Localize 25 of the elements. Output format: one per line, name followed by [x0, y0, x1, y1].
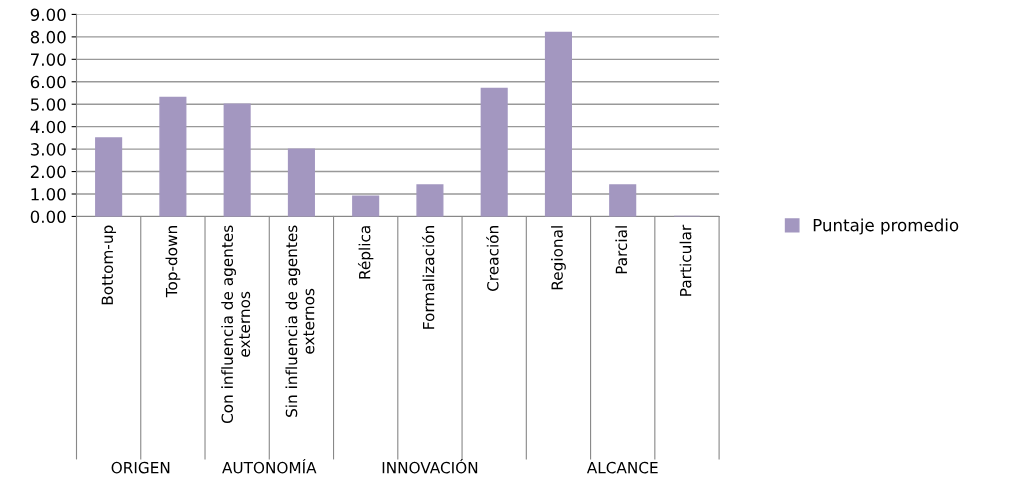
y-tick-label: 5.00: [30, 98, 66, 111]
x-tick-label: Sin influencia de agentes externos: [285, 225, 315, 417]
x-tick-label: Con influencia de agentes externos: [221, 225, 251, 424]
text: AUTONOMÍA: [222, 459, 317, 474]
x-tick-label: Particular: [679, 224, 692, 296]
y-tick-label: 6.00: [30, 75, 66, 89]
text: INNOVACIÓN: [382, 459, 478, 474]
x-tick-label: Top-down: [165, 226, 181, 298]
x-tick-label: Réplica: [357, 226, 374, 279]
y-tick-label: 8.00: [30, 30, 66, 44]
x-tick-label: Regional: [551, 226, 566, 290]
x-tick-label: Formalización: [421, 226, 435, 329]
text: ORIGEN: [111, 461, 170, 474]
y-tick-label: 3.00: [30, 143, 66, 156]
y-tick-label: 7.00: [31, 53, 66, 66]
text: ALCANCE: [586, 461, 658, 474]
y-tick-label: 2.00: [30, 165, 66, 179]
x-tick-label: Creación: [486, 226, 499, 291]
x-tick-label: Parcial: [615, 226, 628, 274]
y-tick-label: 4.00: [30, 120, 66, 134]
y-tick-label: 1.00: [31, 187, 66, 201]
y-tick-label: 0.00: [30, 210, 66, 224]
legend-label: Puntaje promedio: [813, 218, 959, 235]
y-tick-label: 9.00: [30, 8, 66, 21]
x-tick-label: Bottom-up: [101, 225, 117, 305]
